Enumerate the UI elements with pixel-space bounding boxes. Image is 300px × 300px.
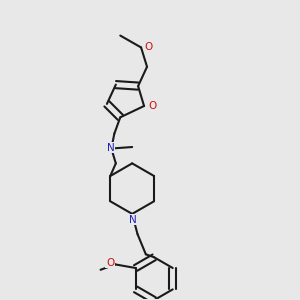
Text: O: O xyxy=(106,258,114,268)
Text: N: N xyxy=(129,215,136,225)
Text: O: O xyxy=(148,101,157,111)
Text: N: N xyxy=(107,143,115,153)
Text: O: O xyxy=(144,42,153,52)
